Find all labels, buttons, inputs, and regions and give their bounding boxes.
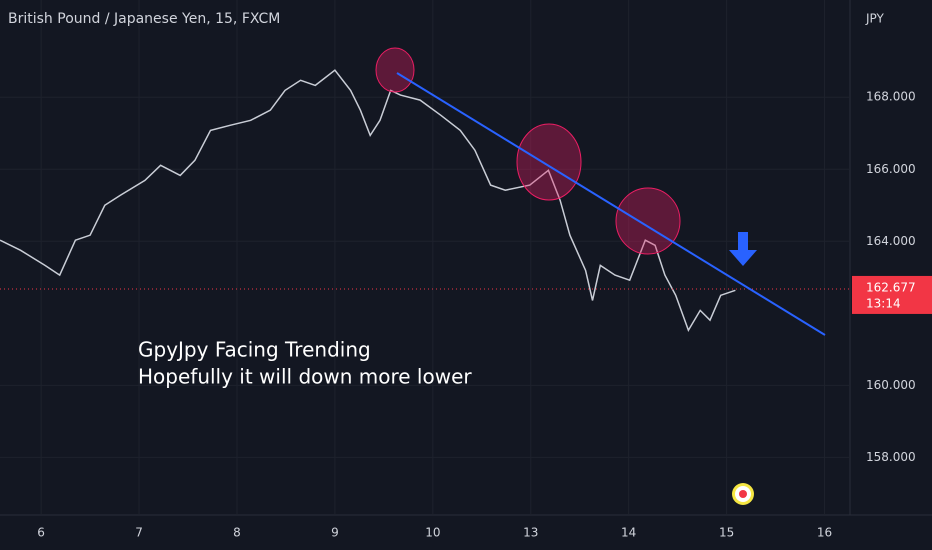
annotation: Hopefully it will down more lower [138,365,472,389]
chart-title: British Pound / Japanese Yen, 15, FXCM [8,11,280,27]
countdown-label: 13:14 [866,296,901,310]
x-tick-label: 6 [37,526,45,540]
x-tick-label: 10 [425,526,440,540]
annotation: GpyJpy Facing Trending [138,338,371,362]
x-tick-label: 16 [817,526,832,540]
x-tick-label: 9 [331,526,339,540]
y-tick-label: 166.000 [866,162,916,176]
y-tick-label: 158.000 [866,450,916,464]
last-price-box [852,275,932,314]
x-tick-label: 13 [523,526,538,540]
y-tick-label: 160.000 [866,378,916,392]
trendline [396,72,826,336]
down-arrow [729,232,757,266]
highlight-circle [516,123,582,201]
x-tick-label: 15 [719,526,734,540]
plot: 158.000 160.000 164.000 166.000 168.000 6 7 8 9 1… [0,0,916,540]
price-line [0,69,736,332]
y-tick-label: 168.000 [866,90,916,104]
x-tick-label: 7 [135,526,143,540]
y-tick-label: 164.000 [866,234,916,248]
x-tick-label: 8 [233,526,241,540]
last-price-label: 162.677 [866,280,916,294]
x-tick-label: 14 [621,526,636,540]
highlight-circle [615,187,681,255]
highlight-circle [375,47,415,93]
currency-label: JPY [865,12,885,26]
record-icon [739,490,747,498]
